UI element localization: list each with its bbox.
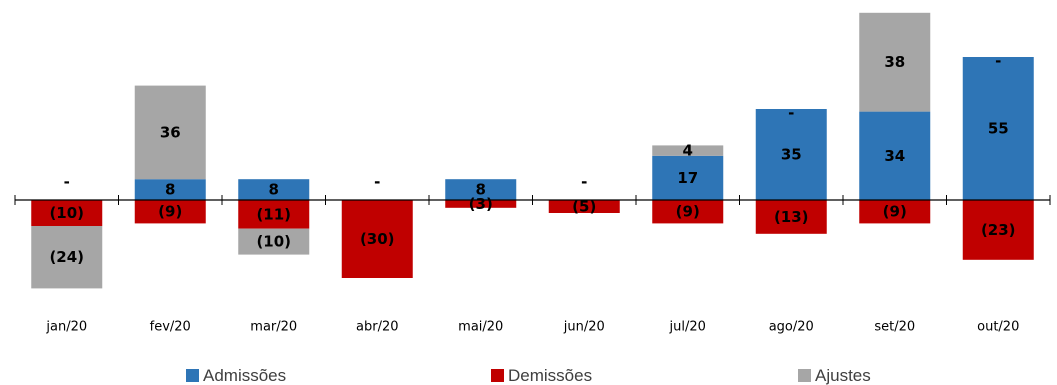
data-label-demissões-jul-20: (9) (676, 203, 700, 221)
data-label-demissões-mai-20: (3) (469, 195, 493, 213)
data-labels-layer: -(10)(24)8(9)368(11)(10)-(30)- 8(3)-(5)- 1… (49, 52, 1015, 266)
data-label-demissões-set-20: (9) (883, 203, 907, 221)
bar-demissões-set-20 (859, 200, 931, 224)
legend-item-ajustes: Ajustes (798, 366, 871, 385)
bar-admissões-out-20 (962, 57, 1034, 200)
bar-admissões-mai-20 (445, 179, 517, 200)
tick-label-mai-20: mai/20 (458, 320, 503, 335)
legend-swatch-admissoes (186, 369, 199, 382)
bar-ajustes-mar-20 (238, 228, 310, 255)
data-label-demissões-jan-20: (10) (49, 204, 84, 222)
bars-layer (31, 12, 1034, 289)
bar-admissões-jul-20 (652, 155, 724, 200)
data-label-ajustes-out-20: - (995, 52, 1001, 70)
data-label-admissões-ago-20: 35 (781, 146, 802, 164)
bar-demissões-abr-20 (341, 200, 413, 278)
legend-item-demissoes: Demissões (491, 366, 592, 385)
bar-admissões-mar-20 (238, 179, 310, 200)
legend: Admissões Demissões Ajustes (0, 366, 1057, 385)
tick-label-set-20: set/20 (874, 320, 915, 335)
data-label-ajustes-jun-20: - (581, 173, 587, 191)
legend-label-admissoes: Admissões (203, 366, 287, 385)
bar-ajustes-jan-20 (31, 226, 103, 289)
data-label-ajustes-fev-20: 36 (160, 123, 181, 141)
tick-label-abr-20: abr/20 (356, 320, 399, 335)
data-label-admissões-mar-20: 8 (269, 181, 279, 199)
tick-label-fev-20: fev/20 (150, 320, 191, 335)
tick-label-jun-20: jun/20 (563, 320, 605, 335)
data-label-admissões-mai-20: 8 (476, 181, 486, 199)
data-label-ajustes-mar-20: (10) (256, 233, 291, 251)
bar-admissões-set-20 (859, 111, 931, 200)
bar-admissões-ago-20 (755, 109, 827, 200)
data-label-ajustes-jul-20: 4 (683, 142, 693, 160)
data-label-demissões-out-20: (23) (981, 221, 1016, 239)
bar-demissões-jul-20 (652, 200, 724, 224)
tick-labels-layer: jan/20 fev/20 mar/20 abr/20 mai/20 jun/20 jul/… (45, 320, 1019, 335)
bar-demissões-mar-20 (238, 200, 310, 229)
bar-demissões-jan-20 (31, 200, 103, 226)
data-label-demissões-jun-20: (5) (572, 198, 596, 216)
bar-demissões-mai-20 (445, 200, 517, 208)
data-label-demissões-abr-20: (30) (360, 230, 395, 248)
bar-ajustes-fev-20 (134, 85, 206, 180)
data-label-admissões-jul-20: 17 (677, 169, 698, 187)
bar-demissões-jun-20 (548, 200, 620, 213)
bar-demissões-fev-20 (134, 200, 206, 224)
chart-area: -(10)(24)8(9)368(11)(10)-(30)- 8(3)-(5)- 1… (14, 12, 1051, 335)
data-label-demissões-fev-20: (9) (158, 203, 182, 221)
data-label-ajustes-set-20: 38 (884, 53, 905, 71)
tick-label-jul-20: jul/20 (669, 320, 706, 335)
data-label-demissões-ago-20: (13) (774, 208, 809, 226)
tick-label-out-20: out/20 (977, 320, 1019, 335)
legend-label-ajustes: Ajustes (815, 366, 871, 385)
data-label-admissões-jan-20: - (64, 173, 70, 191)
tick-label-mar-20: mar/20 (250, 320, 297, 335)
tick-label-jan-20: jan/20 (45, 320, 87, 335)
legend-label-demissoes: Demissões (508, 366, 593, 385)
data-label-ajustes-ago-20: - (788, 104, 794, 122)
data-label-admissões-out-20: 55 (988, 120, 1009, 138)
bar-demissões-out-20 (962, 200, 1034, 260)
data-label-ajustes-abr-20: - (374, 173, 380, 191)
bar-demissões-ago-20 (755, 200, 827, 234)
legend-item-admissoes: Admissões (186, 366, 286, 385)
bar-admissões-fev-20 (134, 179, 206, 200)
x-axis (14, 195, 1051, 205)
data-label-demissões-mar-20: (11) (256, 205, 291, 223)
legend-swatch-ajustes (798, 369, 811, 382)
legend-swatch-demissoes (491, 369, 504, 382)
bar-ajustes-set-20 (859, 12, 931, 112)
bar-ajustes-jul-20 (652, 145, 724, 156)
data-label-admissões-abr-20: - (374, 173, 380, 191)
data-label-admissões-jun-20: - (581, 173, 587, 191)
data-label-admissões-set-20: 34 (884, 147, 905, 165)
tick-label-ago-20: ago/20 (769, 320, 814, 335)
data-label-ajustes-jan-20: (24) (49, 248, 84, 266)
data-label-admissões-fev-20: 8 (165, 181, 175, 199)
